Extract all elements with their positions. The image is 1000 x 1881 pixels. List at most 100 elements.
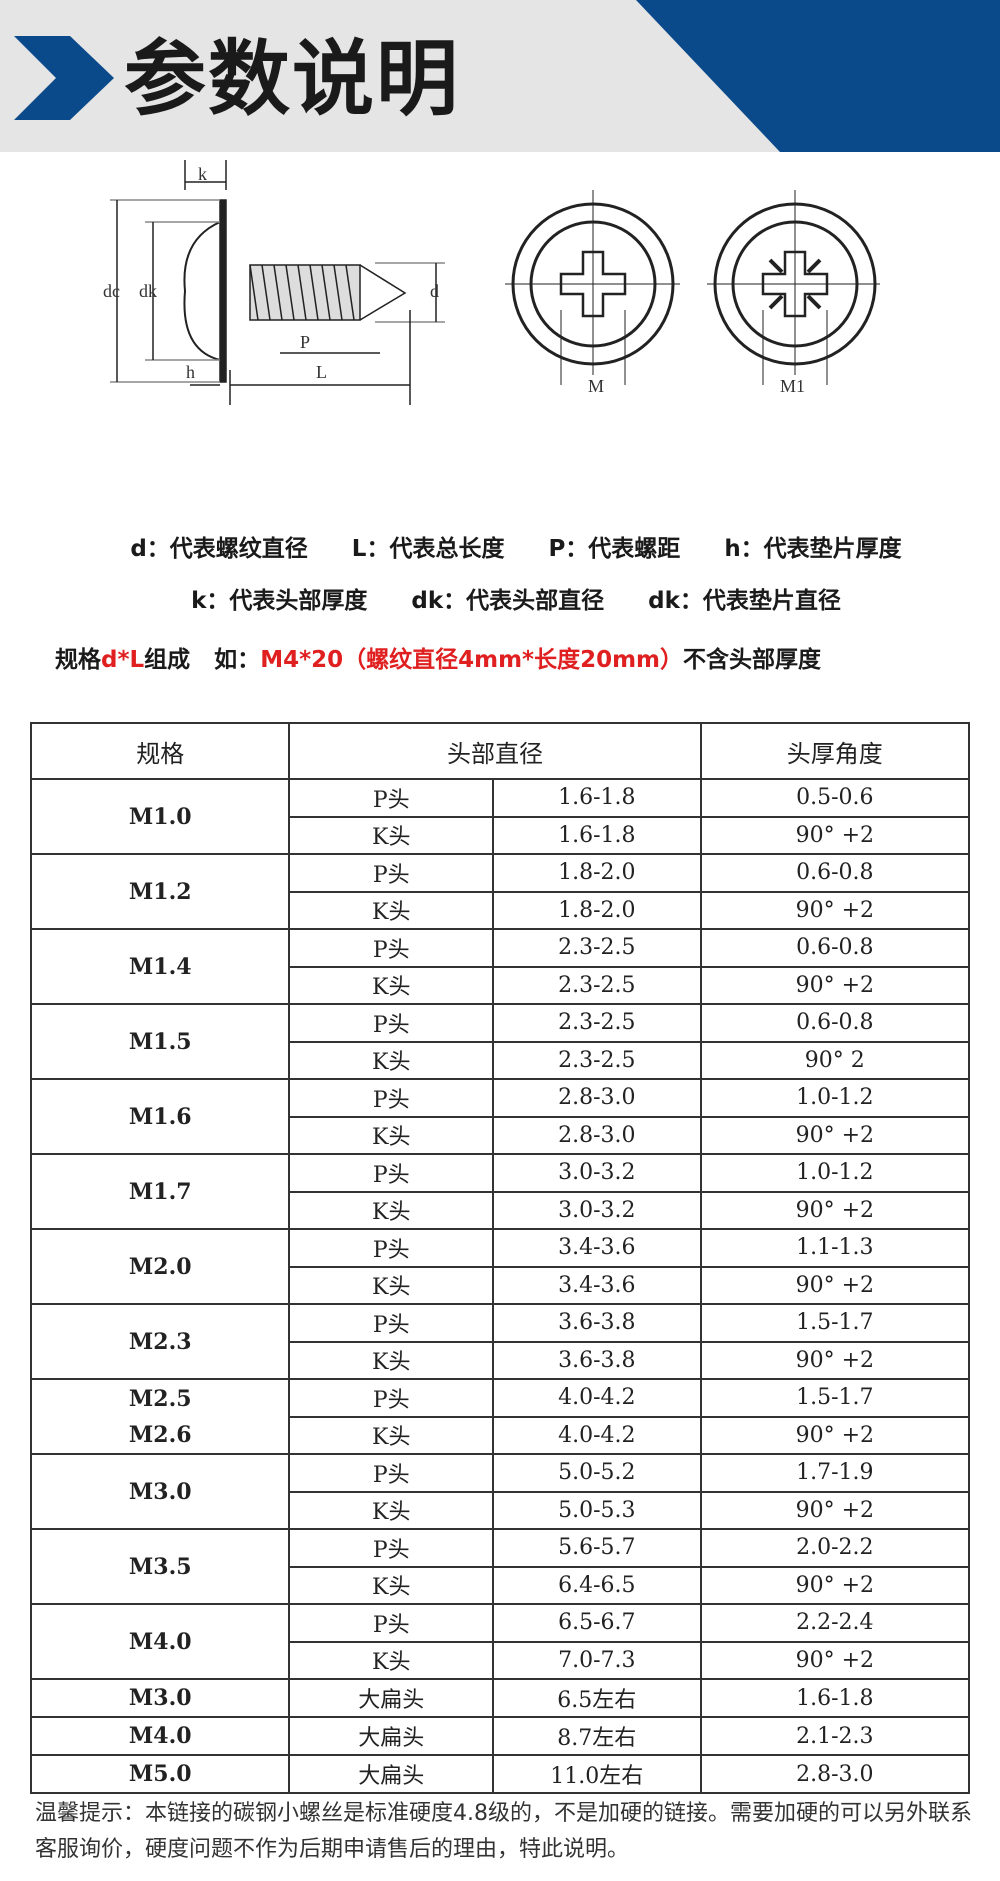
head-diameter-cell: 2.8-3.0 [492,1115,702,1155]
head-thickness-cell: 0.6-0.8 [699,928,971,968]
table-row: M2.3 P头 3.6-3.8 1.5-1.7 [29,1303,971,1380]
spec-value: M2.3 [128,1328,192,1355]
spec-cell: M3.0 [29,1678,291,1718]
head-thickness-cell: 1.5-1.7 [699,1378,971,1418]
head-type-cell: 大扁头 [288,1754,494,1794]
head-thickness-cell: 90° +2 [699,1190,971,1230]
head-thickness-cell: 90° +2 [699,1490,971,1530]
spec-cell: M5.0 [29,1754,291,1794]
head-type-cell: P头 [288,778,494,818]
header-head-thickness: 头厚角度 [699,722,971,780]
spec-table: 规格 头部直径 头厚角度 M1.0 P头 1.6-1.8 0.5-0.6 K头 1.6-1… [29,722,971,1794]
head-type-cell: K头 [288,1115,494,1155]
spec-cell: M1.0 [29,778,291,855]
table-row: M1.6 P头 2.8-3.0 1.0-1.2 [29,1078,971,1155]
table-row: K头 2.3-2.5 90° +2 [31,965,971,1005]
spec-value: M2.0 [128,1253,192,1280]
legend-k: k：代表头部厚度 [191,588,368,614]
head-thickness-cell: 2.2-2.4 [699,1603,971,1643]
head-type-cell: P头 [288,1153,494,1193]
head-diameter-cell: 6.5左右 [492,1678,702,1718]
table-row: M1.4 P头 2.3-2.5 0.6-0.8 [29,928,971,1005]
head-thickness-cell: 1.5-1.7 [699,1303,971,1343]
spec-cell: M1.4 [29,928,291,1005]
label-m: M [588,376,604,396]
head-diameter-cell: 3.6-3.8 [492,1340,702,1380]
head-diameter-cell: 8.7左右 [492,1716,702,1756]
spec-value: M4.0 [128,1628,192,1655]
spec-formula: d*L [101,647,145,673]
head-type-cell: 大扁头 [288,1678,494,1718]
head-diameter-cell: 2.3-2.5 [492,928,702,968]
table-row: M4.0 P头 6.5-6.7 2.2-2.4 [29,1603,971,1680]
header-head-diameter: 头部直径 [288,722,702,780]
table-row: K头 6.4-6.5 90° +2 [31,1565,971,1605]
spec-value: M2.5 [128,1385,192,1412]
spec-cell: M3.5 [29,1528,291,1605]
banner-blue-shape [636,0,1000,152]
table-row: M2.0 P头 3.4-3.6 1.1-1.3 [29,1228,971,1305]
table-row: K头 3.6-3.8 90° +2 [31,1340,971,1380]
legend-p: P：代表螺距 [548,536,681,562]
head-thickness-cell: 1.1-1.3 [699,1228,971,1268]
table-row: M5.0 大扁头 11.0左右 2.8-3.0 [29,1754,971,1794]
table-row: K头 4.0-4.2 90° +2 [31,1415,971,1455]
spec-value: M3.0 [128,1478,192,1505]
head-diameter-cell: 2.8-3.0 [492,1078,702,1118]
head-diameter-cell: 2.3-2.5 [492,1040,702,1080]
phillips-head-view [505,190,680,385]
head-thickness-cell: 0.5-0.6 [699,778,971,818]
head-type-cell: P头 [288,1078,494,1118]
head-type-cell: K头 [288,1040,494,1080]
spec-middle: 组成 如： [144,647,261,673]
table-row: M3.0 大扁头 6.5左右 1.6-1.8 [29,1678,971,1718]
screw-side-view [110,160,445,405]
head-type-cell: P头 [288,1453,494,1493]
head-thickness-cell: 2.1-2.3 [699,1716,971,1756]
table-row: M1.7 P头 3.0-3.2 1.0-1.2 [29,1153,971,1230]
legend-d: d：代表螺纹直径 [130,536,308,562]
legend-line-2: k：代表头部厚度 dk：代表头部直径 dk：代表垫片直径 [0,555,1000,641]
label-l: L [316,362,327,382]
head-diameter-cell: 2.3-2.5 [492,965,702,1005]
spec-value: M1.4 [128,953,192,980]
spec-suffix: 不含头部厚度 [683,647,822,673]
head-diameter-cell: 11.0左右 [492,1754,702,1794]
table-row: K头 1.6-1.8 90° +2 [31,815,971,855]
spec-example: M4*20（螺纹直径4mm*长度20mm） [260,647,684,673]
table-row: K头 2.3-2.5 90° 2 [31,1040,971,1080]
spec-value: M5.0 [128,1761,192,1787]
table-row: M1.2 P头 1.8-2.0 0.6-0.8 [29,853,971,930]
legend-dk-washer: dk：代表垫片直径 [648,588,841,614]
diagram-labels: k dc dk d P h L M M1 [103,164,805,396]
head-thickness-cell: 90° +2 [699,1115,971,1155]
head-type-cell: K头 [288,1265,494,1305]
table-row: K头 3.4-3.6 90° +2 [31,1265,971,1305]
head-diameter-cell: 1.6-1.8 [492,815,702,855]
head-thickness-cell: 90° +2 [699,1415,971,1455]
head-type-cell: K头 [288,1565,494,1605]
head-diameter-cell: 1.8-2.0 [492,890,702,930]
spec-cell: M1.5 [29,1003,291,1080]
head-diameter-cell: 1.8-2.0 [492,853,702,893]
head-type-cell: P头 [288,1378,494,1418]
head-type-cell: K头 [288,815,494,855]
spec-cell: M2.0 [29,1228,291,1305]
label-p: P [300,332,310,352]
spec-cell: M1.2 [29,853,291,930]
head-type-cell: P头 [288,1303,494,1343]
head-thickness-cell: 1.0-1.2 [699,1153,971,1193]
head-thickness-cell: 1.7-1.9 [699,1453,971,1493]
spec-cell: M4.0 [29,1603,291,1680]
head-diameter-cell: 3.0-3.2 [492,1190,702,1230]
legend-l: L：代表总长度 [351,536,505,562]
head-type-cell: P头 [288,1228,494,1268]
banner-graphics [14,0,1000,152]
head-diameter-cell: 6.5-6.7 [492,1603,702,1643]
head-diameter-cell: 1.6-1.8 [492,778,702,818]
legend-dk: dk：代表头部直径 [411,588,605,614]
label-h: h [186,362,195,382]
spec-value: M3.0 [128,1685,192,1711]
spec-value: M2.6 [128,1421,192,1448]
head-thickness-cell: 90° +2 [699,1640,971,1680]
